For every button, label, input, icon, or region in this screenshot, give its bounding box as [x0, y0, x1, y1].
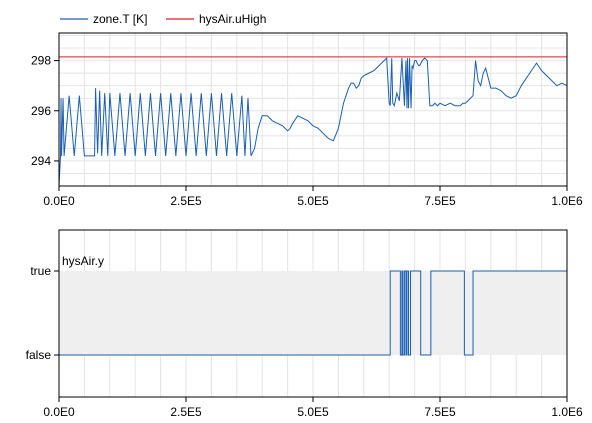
x-tick-label: 0.0E0 [43, 405, 75, 419]
series-step-0 [59, 270, 567, 356]
y-tick-label: 298 [31, 54, 51, 68]
x-tick-label: 0.0E0 [43, 194, 75, 208]
x-tick-label: 5.0E5 [297, 405, 329, 419]
y-tick-label: false [26, 348, 52, 362]
series-label-0: hysAir.y [62, 254, 104, 268]
legend-label-1: hysAir.uHigh [199, 12, 266, 26]
legend: zone.T [K] hysAir.uHigh [60, 12, 266, 26]
y-tick-label: true [30, 264, 51, 278]
x-tick-label: 5.0E5 [297, 194, 329, 208]
x-tick-label: 2.5E5 [170, 405, 202, 419]
x-tick-label: 2.5E5 [170, 194, 202, 208]
y-tick-label: 296 [31, 104, 51, 118]
y-tick-label: 294 [31, 154, 51, 168]
x-tick-label: 1.0E6 [551, 405, 583, 419]
temperature-plot: 294 296 298 0.0E0 2.5E5 5.0E5 7.5E5 1.0E6 [31, 32, 583, 208]
series-line-0 [58, 56, 568, 187]
hysteresis-output-plot: hysAir.y false true 0.0E0 2.5E5 5.0E5 7.5E5 1.0… [26, 229, 583, 419]
x-tick-label: 7.5E5 [424, 194, 456, 208]
boolean-band [59, 271, 567, 355]
x-tick-label: 1.0E6 [551, 194, 583, 208]
legend-label-0: zone.T [K] [93, 12, 147, 26]
x-tick-label: 7.5E5 [424, 405, 456, 419]
